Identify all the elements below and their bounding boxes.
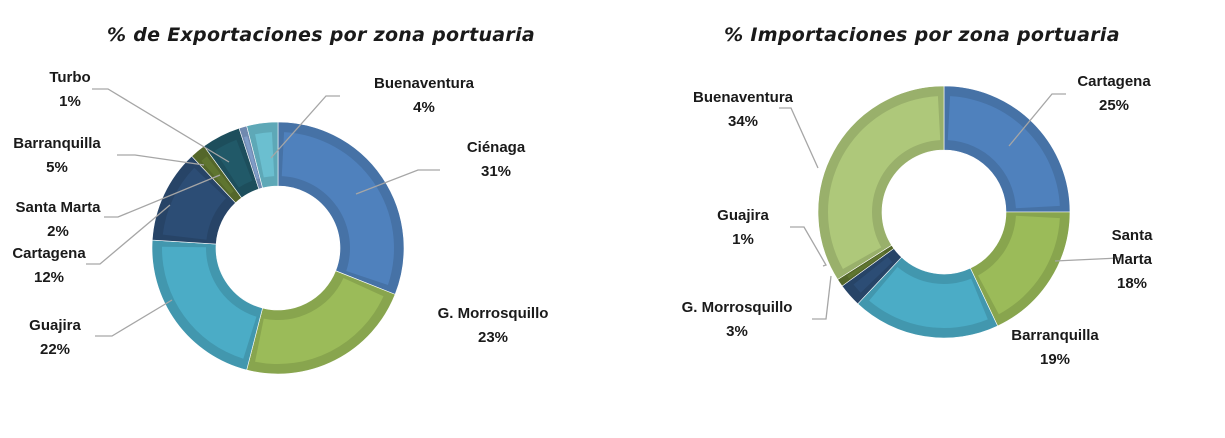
label-pct: 31% — [480, 163, 512, 180]
donut-segment-face — [255, 132, 275, 178]
leader-line — [779, 107, 819, 169]
donut-segment-face — [162, 167, 227, 240]
leader-line — [1008, 93, 1066, 147]
label-name: G. Morrosquillo — [681, 299, 793, 316]
label-name: Ciénaga — [466, 139, 526, 156]
leader-line — [92, 88, 230, 163]
label-pct: 19% — [1039, 351, 1071, 368]
label-pct: 3% — [726, 323, 748, 340]
donut-segment-face — [947, 96, 1060, 209]
label-name-line2: Marta — [1111, 251, 1153, 268]
donut-segment-face — [255, 277, 384, 364]
leader-line — [1054, 257, 1120, 262]
donut-segment-face — [853, 257, 893, 293]
label-name: Santa Marta — [15, 199, 101, 216]
label-pct: 12% — [33, 269, 65, 286]
label-pct: 5% — [46, 159, 68, 176]
exports-chart-title: % de Exportaciones por zona portuaria — [106, 24, 536, 46]
label-name: Guajira — [717, 207, 769, 224]
leader-line — [95, 299, 173, 337]
donut-segment-face — [978, 215, 1060, 315]
donut-segment-face — [828, 96, 941, 269]
imports-label-buenaventura: Buenaventura 34% — [693, 86, 793, 134]
donut-segment-face — [869, 266, 988, 329]
label-name: Barranquilla — [13, 135, 101, 152]
donut-segment-face — [162, 246, 257, 359]
donut-segment-face — [847, 251, 886, 279]
label-name: Buenaventura — [692, 89, 794, 106]
label-pct: 34% — [727, 113, 759, 130]
imports-label-guajira: Guajira 1% — [717, 204, 769, 252]
imports-chart-title: % Importaciones por zona portuaria — [724, 24, 1120, 46]
leader-line — [355, 169, 440, 195]
leader-line — [104, 174, 221, 218]
label-pct: 2% — [47, 223, 69, 240]
exports-label-turbo: Turbo 1% — [49, 66, 90, 114]
label-name: G. Morrosquillo — [437, 305, 549, 322]
label-name: Buenaventura — [373, 75, 475, 92]
exports-label-buenaventura: Buenaventura 4% — [374, 72, 474, 120]
label-pct: 1% — [732, 231, 754, 248]
donut-segment-face — [201, 156, 234, 194]
exports-donut — [151, 121, 405, 375]
exports-label-cartagena: Cartagena 12% — [12, 242, 85, 290]
exports-label-cienaga: Ciénaga 31% — [467, 136, 525, 184]
label-pct: 23% — [477, 329, 509, 346]
exports-label-santa-marta: Santa Marta 2% — [15, 196, 100, 244]
imports-label-cartagena: Cartagena 25% — [1077, 70, 1150, 118]
leader-line — [790, 226, 827, 267]
label-name: Cartagena — [1077, 73, 1151, 90]
label-pct: 18% — [1116, 275, 1148, 292]
leader-line — [86, 204, 171, 265]
imports-label-barranquilla: Barranquilla 19% — [1011, 324, 1099, 372]
leader-line — [812, 275, 832, 320]
label-name: Barranquilla — [1011, 327, 1099, 344]
leader-line — [270, 95, 340, 159]
label-name: Guajira — [29, 317, 81, 334]
label-pct: 25% — [1098, 97, 1130, 114]
label-pct: 4% — [413, 99, 435, 116]
label-pct: 22% — [39, 341, 71, 358]
label-name: Cartagena — [12, 245, 86, 262]
exports-label-guajira: Guajira 22% — [29, 314, 81, 362]
label-pct: 1% — [59, 93, 81, 110]
imports-label-morrosquillo: G. Morrosquillo 3% — [682, 296, 793, 344]
imports-label-santa-marta: Santa Marta 18% — [1112, 224, 1153, 296]
exports-label-morrosquillo: G. Morrosquillo 23% — [438, 302, 549, 350]
exports-label-barranquilla: Barranquilla 5% — [13, 132, 101, 180]
leader-line — [117, 154, 205, 166]
donut-segment-face — [214, 139, 253, 188]
label-name: Turbo — [49, 69, 91, 86]
imports-donut — [817, 85, 1071, 339]
donut-segment-face — [281, 132, 394, 285]
leader-lines — [86, 88, 1120, 337]
donut-segment-face — [243, 136, 260, 180]
label-name-line1: Santa — [1111, 227, 1153, 244]
